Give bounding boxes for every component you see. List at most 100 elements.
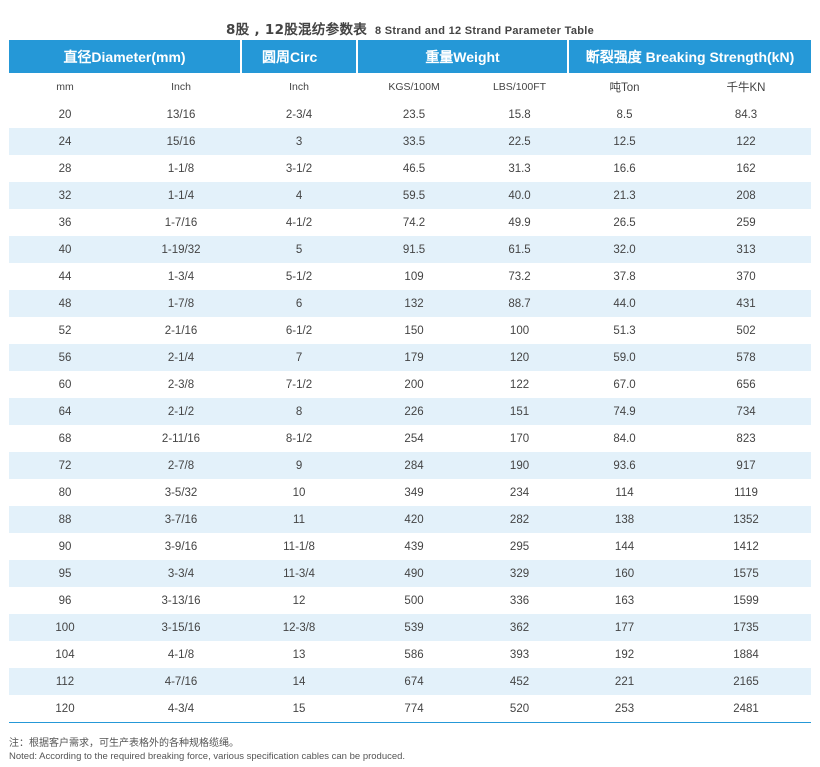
cell-strength-kn: 734: [681, 398, 811, 425]
cell-diameter-inch: 2-1/2: [121, 398, 241, 425]
cell-strength-kn: 1412: [681, 533, 811, 560]
cell-strength-kn: 1575: [681, 560, 811, 587]
cell-strength-ton: 192: [568, 641, 681, 668]
cell-strength-ton: 93.6: [568, 452, 681, 479]
cell-strength-kn: 259: [681, 209, 811, 236]
cell-strength-kn: 122: [681, 128, 811, 155]
cell-diameter-inch: 3-7/16: [121, 506, 241, 533]
cell-weight-lbs: 336: [471, 587, 568, 614]
cell-diameter-inch: 1-1/8: [121, 155, 241, 182]
cell-strength-kn: 917: [681, 452, 811, 479]
cell-strength-kn: 313: [681, 236, 811, 263]
cell-strength-ton: 8.5: [568, 101, 681, 128]
cell-diameter-inch: 1-3/4: [121, 263, 241, 290]
page-title: 8股 , 12股混纺参数表 8 Strand and 12 Strand Par…: [0, 18, 820, 38]
cell-strength-ton: 138: [568, 506, 681, 533]
title-cn: 8股 , 12股混纺参数表: [226, 22, 367, 38]
cell-diameter-mm: 24: [9, 128, 121, 155]
cell-strength-ton: 221: [568, 668, 681, 695]
table-row: 88 3-7/16 11 420 282 138 1352: [9, 506, 811, 533]
cell-weight-kgs: 586: [357, 641, 471, 668]
cell-weight-kgs: 490: [357, 560, 471, 587]
table-row: 28 1-1/8 3-1/2 46.5 31.3 16.6 162: [9, 155, 811, 182]
subheader-kn: 千牛KN: [681, 73, 811, 101]
cell-diameter-mm: 88: [9, 506, 121, 533]
table-row: 40 1-19/32 5 91.5 61.5 32.0 313: [9, 236, 811, 263]
cell-diameter-mm: 104: [9, 641, 121, 668]
cell-weight-lbs: 22.5: [471, 128, 568, 155]
footnote-en: Noted: According to the required breakin…: [9, 750, 405, 763]
subheader-lbs: LBS/100FT: [471, 73, 568, 101]
table-row: 120 4-3/4 15 774 520 253 2481: [9, 695, 811, 723]
cell-weight-kgs: 23.5: [357, 101, 471, 128]
cell-diameter-mm: 52: [9, 317, 121, 344]
cell-diameter-mm: 44: [9, 263, 121, 290]
table-row: 60 2-3/8 7-1/2 200 122 67.0 656: [9, 371, 811, 398]
cell-weight-lbs: 452: [471, 668, 568, 695]
cell-strength-kn: 502: [681, 317, 811, 344]
cell-circ-inch: 7: [241, 344, 357, 371]
cell-circ-inch: 3: [241, 128, 357, 155]
cell-strength-ton: 16.6: [568, 155, 681, 182]
cell-strength-kn: 1119: [681, 479, 811, 506]
cell-strength-kn: 370: [681, 263, 811, 290]
cell-diameter-mm: 60: [9, 371, 121, 398]
cell-weight-kgs: 254: [357, 425, 471, 452]
cell-diameter-inch: 1-7/8: [121, 290, 241, 317]
cell-strength-kn: 208: [681, 182, 811, 209]
table-row: 32 1-1/4 4 59.5 40.0 21.3 208: [9, 182, 811, 209]
cell-strength-kn: 823: [681, 425, 811, 452]
cell-weight-kgs: 150: [357, 317, 471, 344]
cell-weight-lbs: 100: [471, 317, 568, 344]
cell-weight-lbs: 73.2: [471, 263, 568, 290]
cell-strength-kn: 1352: [681, 506, 811, 533]
cell-strength-kn: 431: [681, 290, 811, 317]
table-row: 80 3-5/32 10 349 234 114 1119: [9, 479, 811, 506]
table-row: 24 15/16 3 33.5 22.5 12.5 122: [9, 128, 811, 155]
header-weight: 重量Weight: [357, 40, 568, 73]
cell-weight-kgs: 109: [357, 263, 471, 290]
cell-weight-kgs: 284: [357, 452, 471, 479]
cell-diameter-inch: 1-1/4: [121, 182, 241, 209]
cell-strength-ton: 12.5: [568, 128, 681, 155]
header-strength: 断裂强度 Breaking Strength(kN): [568, 40, 811, 73]
cell-weight-kgs: 349: [357, 479, 471, 506]
cell-strength-ton: 67.0: [568, 371, 681, 398]
cell-diameter-mm: 68: [9, 425, 121, 452]
cell-strength-kn: 578: [681, 344, 811, 371]
subheader-mm: mm: [9, 73, 121, 101]
cell-weight-kgs: 46.5: [357, 155, 471, 182]
cell-weight-kgs: 33.5: [357, 128, 471, 155]
cell-diameter-inch: 3-3/4: [121, 560, 241, 587]
cell-strength-ton: 84.0: [568, 425, 681, 452]
cell-strength-kn: 656: [681, 371, 811, 398]
cell-strength-kn: 2165: [681, 668, 811, 695]
table-row: 56 2-1/4 7 179 120 59.0 578: [9, 344, 811, 371]
cell-diameter-inch: 2-11/16: [121, 425, 241, 452]
subheader-circ-inch: Inch: [241, 73, 357, 101]
cell-weight-kgs: 74.2: [357, 209, 471, 236]
cell-weight-kgs: 132: [357, 290, 471, 317]
table-row: 20 13/16 2-3/4 23.5 15.8 8.5 84.3: [9, 101, 811, 128]
cell-weight-kgs: 439: [357, 533, 471, 560]
cell-circ-inch: 9: [241, 452, 357, 479]
cell-weight-lbs: 88.7: [471, 290, 568, 317]
cell-circ-inch: 5-1/2: [241, 263, 357, 290]
cell-strength-ton: 253: [568, 695, 681, 723]
cell-circ-inch: 11: [241, 506, 357, 533]
cell-circ-inch: 11-1/8: [241, 533, 357, 560]
cell-diameter-mm: 20: [9, 101, 121, 128]
cell-weight-lbs: 120: [471, 344, 568, 371]
cell-diameter-inch: 2-1/16: [121, 317, 241, 344]
cell-diameter-mm: 32: [9, 182, 121, 209]
cell-weight-lbs: 49.9: [471, 209, 568, 236]
header-circ: 圆周Circ: [241, 40, 357, 73]
table-body: 20 13/16 2-3/4 23.5 15.8 8.5 84.3 24 15/16 3 33.5 2…: [9, 101, 811, 723]
cell-strength-ton: 74.9: [568, 398, 681, 425]
cell-weight-kgs: 179: [357, 344, 471, 371]
subheader-kgs: KGS/100M: [357, 73, 471, 101]
title-en: 8 Strand and 12 Strand Parameter Table: [375, 25, 594, 37]
cell-weight-lbs: 295: [471, 533, 568, 560]
cell-diameter-inch: 15/16: [121, 128, 241, 155]
cell-strength-kn: 1884: [681, 641, 811, 668]
